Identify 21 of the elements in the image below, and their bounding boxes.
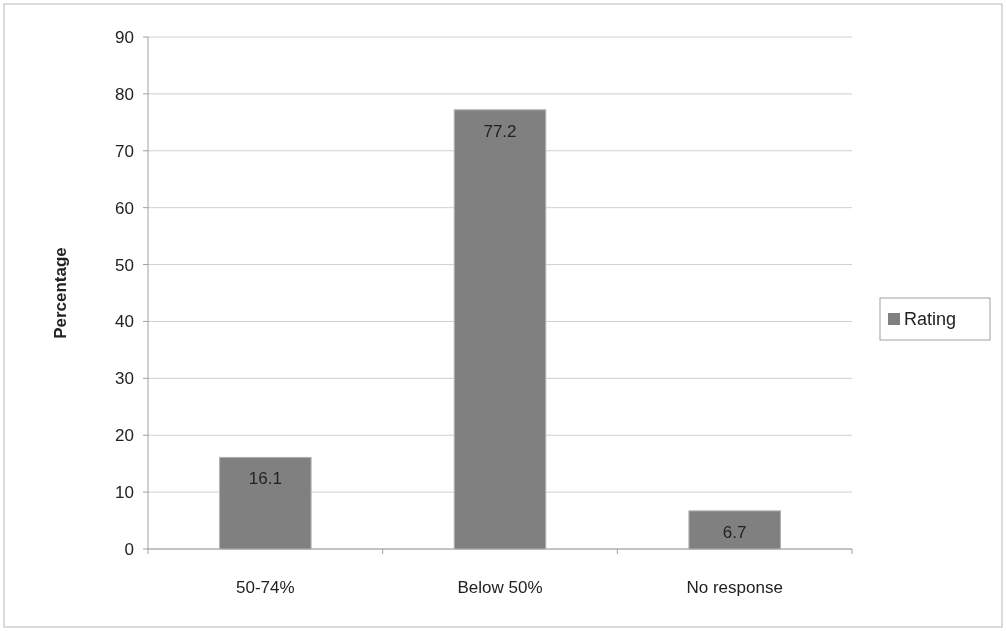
legend-label: Rating [904, 309, 957, 330]
y-tick-label: 30 [115, 369, 134, 389]
y-tick-label: 60 [115, 198, 134, 218]
y-tick-label: 40 [115, 312, 134, 332]
y-tick-label: 50 [115, 255, 134, 275]
y-tick-label: 0 [124, 539, 134, 559]
x-tick-label: Below 50% [457, 578, 543, 597]
y-tick-label: 70 [115, 141, 134, 161]
y-tick-label: 10 [115, 483, 134, 503]
y-tick-label: 20 [115, 426, 134, 446]
bar [453, 109, 547, 550]
y-tick-label: 90 [115, 27, 134, 47]
data-label: 77.2 [483, 121, 517, 141]
x-tick-label: 50-74% [236, 578, 295, 597]
y-axis-title: Percentage [51, 247, 70, 339]
bar [688, 510, 781, 550]
data-label: 16.1 [248, 469, 282, 489]
x-tick-label: No response [686, 578, 783, 597]
y-tick-label: 80 [115, 84, 134, 104]
data-label: 6.7 [722, 522, 747, 542]
bar [219, 456, 312, 550]
